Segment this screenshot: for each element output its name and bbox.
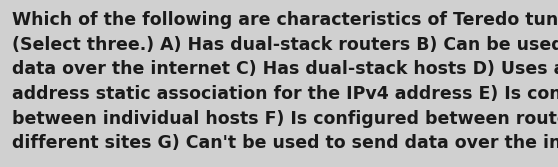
Text: data over the internet C) Has dual-stack hosts D) Uses an IPv6: data over the internet C) Has dual-stack… xyxy=(12,60,558,78)
Text: different sites G) Can't be used to send data over the internet: different sites G) Can't be used to send… xyxy=(12,134,558,152)
Text: Which of the following are characteristics of Teredo tunneling?: Which of the following are characteristi… xyxy=(12,11,558,29)
Text: between individual hosts F) Is configured between routers at: between individual hosts F) Is configure… xyxy=(12,110,558,128)
Text: address static association for the IPv4 address E) Is configured: address static association for the IPv4 … xyxy=(12,85,558,103)
Text: (Select three.) A) Has dual-stack routers B) Can be used to send: (Select three.) A) Has dual-stack router… xyxy=(12,36,558,54)
